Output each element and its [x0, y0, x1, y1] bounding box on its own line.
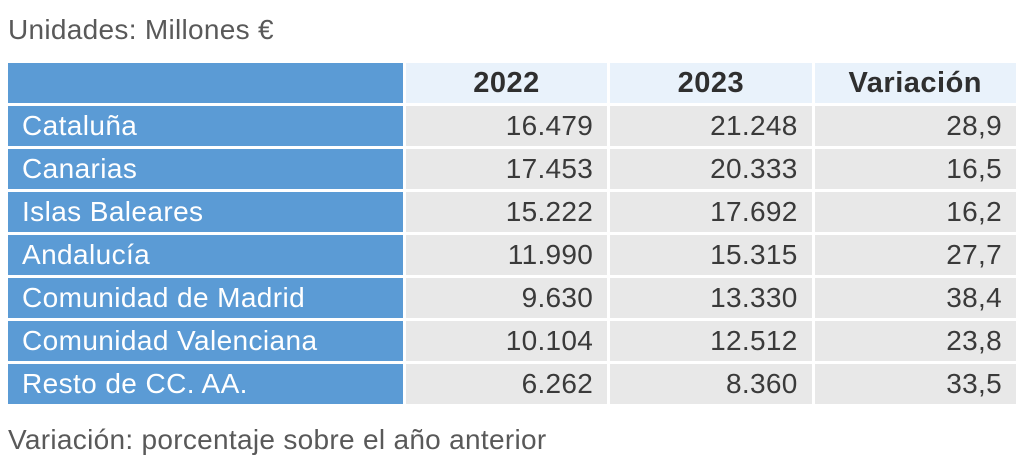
- region-label: Andalucía: [8, 235, 403, 275]
- value-2023: 8.360: [610, 364, 812, 404]
- table-row: Andalucía 11.990 15.315 27,7: [8, 235, 1016, 275]
- value-2023: 20.333: [610, 149, 812, 189]
- table-row: Cataluña 16.479 21.248 28,9: [8, 106, 1016, 146]
- table-row: Canarias 17.453 20.333 16,5: [8, 149, 1016, 189]
- value-2022: 17.453: [405, 149, 608, 189]
- region-label: Comunidad Valenciana: [8, 321, 403, 361]
- value-variacion: 16,5: [814, 149, 1016, 189]
- value-variacion: 23,8: [814, 321, 1016, 361]
- region-label: Canarias: [8, 149, 403, 189]
- table-row: Comunidad Valenciana 10.104 12.512 23,8: [8, 321, 1016, 361]
- value-variacion: 33,5: [814, 364, 1016, 404]
- value-variacion: 27,7: [814, 235, 1016, 275]
- table-header-row: 2022 2023 Variación: [8, 63, 1016, 103]
- table-row: Islas Baleares 15.222 17.692 16,2: [8, 192, 1016, 232]
- value-2023: 13.330: [610, 278, 812, 318]
- value-2023: 12.512: [610, 321, 812, 361]
- value-2023: 21.248: [610, 106, 812, 146]
- table-row: Resto de CC. AA. 6.262 8.360 33,5: [8, 364, 1016, 404]
- value-variacion: 16,2: [814, 192, 1016, 232]
- region-label: Comunidad de Madrid: [8, 278, 403, 318]
- value-2022: 9.630: [405, 278, 608, 318]
- regions-data-table: 2022 2023 Variación Cataluña 16.479 21.2…: [5, 60, 1019, 407]
- value-2022: 15.222: [405, 192, 608, 232]
- region-label: Islas Baleares: [8, 192, 403, 232]
- region-label: Cataluña: [8, 106, 403, 146]
- value-2022: 16.479: [405, 106, 608, 146]
- value-2022: 6.262: [405, 364, 608, 404]
- variacion-footnote: Variación: porcentaje sobre el año anter…: [8, 424, 547, 455]
- value-2022: 11.990: [405, 235, 608, 275]
- value-variacion: 38,4: [814, 278, 1016, 318]
- value-2023: 15.315: [610, 235, 812, 275]
- value-2023: 17.692: [610, 192, 812, 232]
- units-label: Unidades: Millones €: [8, 14, 274, 45]
- region-label: Resto de CC. AA.: [8, 364, 403, 404]
- column-header-2023: 2023: [610, 63, 812, 103]
- table-row: Comunidad de Madrid 9.630 13.330 38,4: [8, 278, 1016, 318]
- value-2022: 10.104: [405, 321, 608, 361]
- corner-cell: [8, 63, 403, 103]
- column-header-2022: 2022: [405, 63, 608, 103]
- column-header-variacion: Variación: [814, 63, 1016, 103]
- value-variacion: 28,9: [814, 106, 1016, 146]
